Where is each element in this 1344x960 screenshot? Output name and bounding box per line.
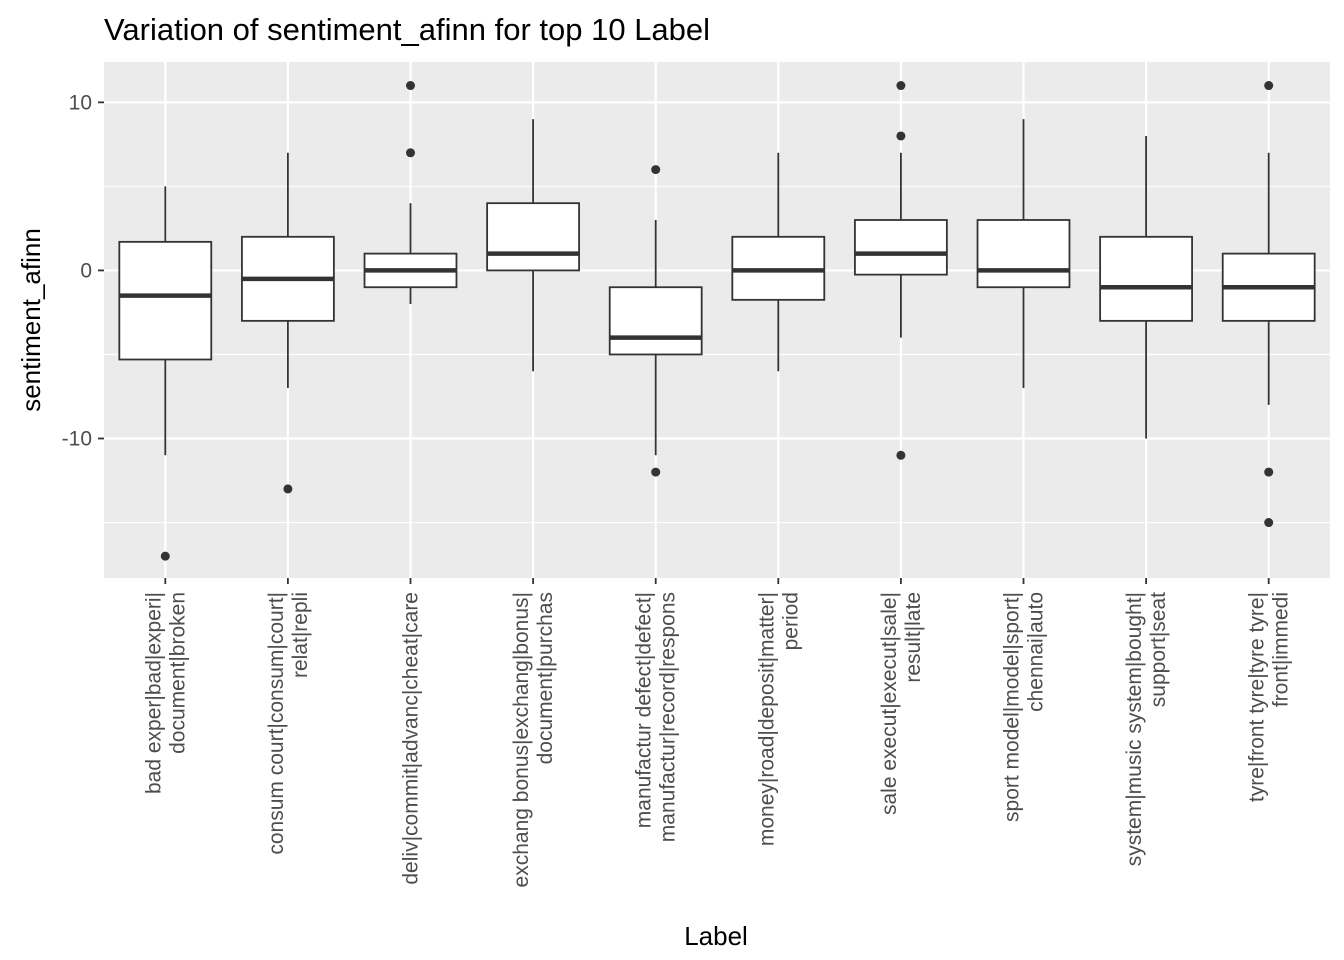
- x-tick-label: sale execut|execut|sale|: [878, 592, 901, 815]
- x-tick-label: tyre|front tyre|tyre tyre|: [1246, 592, 1269, 802]
- box-group: [1221, 81, 1316, 528]
- outlier-point: [896, 81, 906, 91]
- axes: -10 0 10 bad exper|bad|experi| document|brok…: [62, 91, 1293, 887]
- box-group: [976, 119, 1071, 389]
- x-tick-label: sport model|model|sport|: [1001, 592, 1024, 822]
- x-tick-label: result|late: [902, 592, 925, 683]
- x-tick-label: document|broken: [166, 592, 189, 754]
- x-tick-label: consum court|consum|court|: [265, 592, 288, 855]
- x-tick-label: front|immedi: [1270, 592, 1293, 707]
- outlier-point: [1264, 81, 1274, 91]
- x-tick-label: chennai|auto: [1025, 592, 1048, 712]
- x-tick-label: document|purchas: [534, 592, 557, 764]
- box-group: [363, 81, 458, 305]
- outlier-point: [406, 81, 415, 91]
- x-tick-label: deliv|commit|advanc|cheat|care: [400, 592, 423, 885]
- y-axis-title: sentiment_afinn: [16, 228, 46, 412]
- x-tick-label: bad exper|bad|experi|: [142, 592, 165, 794]
- x-axis-title: Label: [684, 921, 748, 951]
- outlier-point: [896, 450, 906, 460]
- box-group: [486, 119, 580, 372]
- outlier-point: [283, 484, 293, 494]
- x-tick-label: money|road|deposit|matter|: [755, 592, 778, 846]
- box-iqr: [486, 202, 580, 272]
- box-group: [731, 152, 826, 372]
- x-tick-label: manufactur|record|respons: [657, 592, 680, 842]
- outlier-point: [1264, 518, 1274, 528]
- outlier-point: [406, 148, 415, 158]
- y-tick-label: -10: [62, 427, 92, 450]
- outlier-point: [651, 467, 661, 477]
- outlier-point: [1264, 467, 1274, 477]
- x-tick-label: period: [779, 592, 802, 650]
- x-tick-label: manufactur defect|defect|: [633, 592, 656, 828]
- x-tick-label: relat|repli: [289, 592, 312, 678]
- x-tick-label: system|music system|bought|: [1123, 592, 1146, 866]
- outlier-point: [651, 165, 661, 175]
- outlier-point: [896, 131, 906, 141]
- x-tick-label: exchang bonus|exchang|bonus|: [510, 592, 533, 887]
- box-iqr: [608, 286, 703, 356]
- chart-title: Variation of sentiment_afinn for top 10 …: [104, 12, 710, 47]
- boxes: [118, 81, 1316, 561]
- y-tick-label: 10: [69, 91, 92, 114]
- box-iqr: [1099, 235, 1193, 322]
- outlier-point: [160, 551, 170, 561]
- box-group: [608, 165, 703, 477]
- x-tick-label: support|seat: [1147, 592, 1170, 707]
- box-iqr: [118, 240, 213, 361]
- y-tick-label: 0: [80, 259, 92, 282]
- box-iqr: [854, 219, 948, 276]
- box-group: [1099, 135, 1193, 439]
- box-group: [241, 152, 335, 494]
- box-group: [854, 81, 948, 460]
- box-group: [118, 186, 213, 561]
- box-iqr: [976, 219, 1071, 289]
